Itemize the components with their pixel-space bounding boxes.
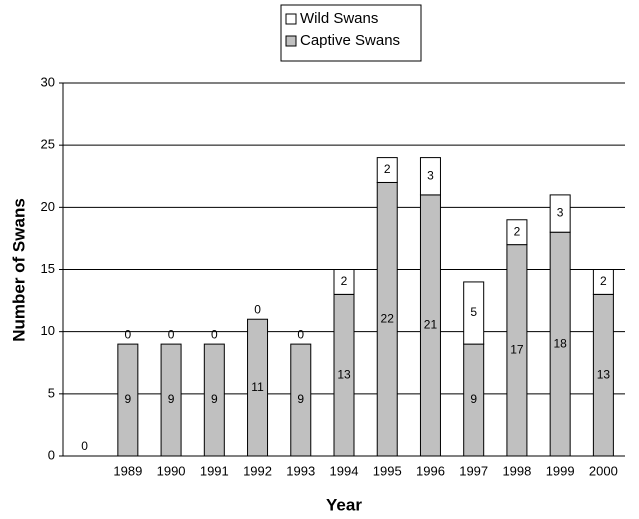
data-label: 9 bbox=[125, 392, 132, 406]
y-tick-label: 10 bbox=[41, 323, 55, 338]
bar-segment bbox=[247, 318, 269, 457]
bar-segment bbox=[160, 343, 182, 457]
legend-swatch bbox=[285, 35, 297, 47]
y-tick-label: 5 bbox=[48, 385, 55, 400]
data-label: 13 bbox=[597, 367, 611, 381]
data-label: 9 bbox=[168, 392, 175, 406]
x-tick-label: 1990 bbox=[157, 463, 186, 478]
x-tick-label: 1999 bbox=[546, 463, 575, 478]
legend-swatch bbox=[285, 13, 297, 25]
bar-segment bbox=[376, 157, 398, 183]
data-label: 0 bbox=[168, 327, 175, 341]
bar-segment bbox=[117, 343, 139, 457]
data-label: 2 bbox=[384, 162, 391, 176]
bar-segment bbox=[203, 343, 225, 457]
data-label: 2 bbox=[341, 274, 348, 288]
x-tick-label: 1989 bbox=[113, 463, 142, 478]
legend-label: Wild Swans bbox=[300, 10, 378, 27]
legend-box bbox=[280, 4, 422, 62]
x-tick-label: 1995 bbox=[373, 463, 402, 478]
data-label: 11 bbox=[251, 380, 264, 394]
y-tick-label: 15 bbox=[41, 261, 55, 276]
y-tick-label: 30 bbox=[41, 74, 55, 89]
data-label: 21 bbox=[424, 318, 438, 332]
data-label: 3 bbox=[557, 206, 564, 220]
bar-segment bbox=[506, 219, 528, 246]
data-label: 9 bbox=[211, 392, 218, 406]
data-label: 9 bbox=[470, 392, 477, 406]
y-tick-label: 20 bbox=[41, 199, 55, 214]
data-label: 22 bbox=[381, 311, 395, 325]
data-label: 3 bbox=[427, 168, 434, 182]
data-label: 0 bbox=[254, 302, 261, 316]
x-tick-label: 1998 bbox=[502, 463, 531, 478]
bar-segment bbox=[290, 343, 312, 457]
data-label: 2 bbox=[514, 224, 521, 238]
x-axis-title: Year bbox=[326, 495, 362, 514]
y-axis-title: Number of Swans bbox=[9, 198, 28, 342]
y-tick-label: 25 bbox=[41, 137, 55, 152]
bar-segment bbox=[333, 269, 355, 295]
x-tick-label: 2000 bbox=[589, 463, 618, 478]
data-label: 13 bbox=[337, 367, 351, 381]
x-tick-label: 1994 bbox=[330, 463, 359, 478]
x-tick-label: 1996 bbox=[416, 463, 445, 478]
x-tick-label: 1997 bbox=[459, 463, 488, 478]
bar-segment bbox=[549, 194, 571, 233]
x-tick-label: 1991 bbox=[200, 463, 229, 478]
bar-segment bbox=[419, 157, 441, 196]
x-tick-label: 1992 bbox=[243, 463, 272, 478]
data-label: 0 bbox=[211, 327, 218, 341]
data-label: 17 bbox=[510, 342, 524, 356]
bar-segment bbox=[463, 281, 485, 345]
legend-label: Captive Swans bbox=[300, 32, 400, 49]
x-tick-label: 1993 bbox=[286, 463, 315, 478]
data-label: 0 bbox=[81, 439, 88, 453]
bar-segment bbox=[592, 269, 614, 295]
data-label: 0 bbox=[297, 327, 304, 341]
data-label: 5 bbox=[470, 305, 477, 319]
data-label: 9 bbox=[297, 392, 304, 406]
data-label: 0 bbox=[125, 327, 132, 341]
data-label: 18 bbox=[553, 336, 567, 350]
data-label: 2 bbox=[600, 274, 607, 288]
y-tick-label: 0 bbox=[48, 447, 55, 462]
